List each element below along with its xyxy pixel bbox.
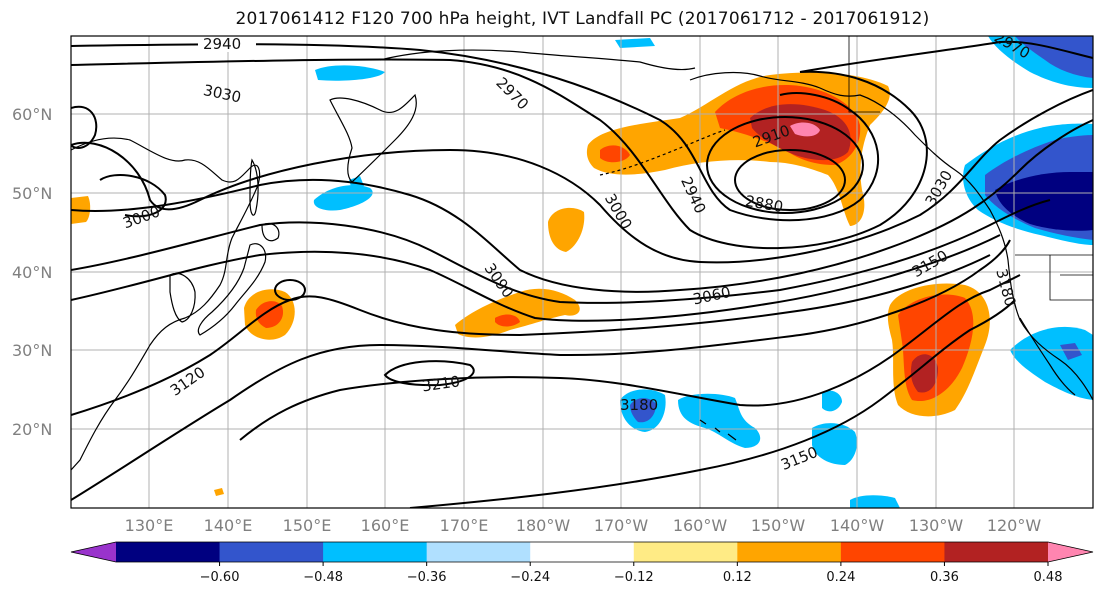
shade-east-pacific-inner [910,354,938,393]
shade-kamchatka-patch [600,145,630,163]
contour-3150 [71,239,1011,501]
contour-2970 [71,40,1093,250]
coast-sakhalin [249,158,259,216]
colorbar-tick-label: −0.60 [200,570,240,585]
shade-mexico-inner [1060,343,1082,360]
shade-japan-inner [255,301,284,328]
contour-2940 [71,43,879,222]
lat-label: 60°N [12,105,52,124]
colorbar-segment [426,542,531,562]
coast-baja [1019,317,1076,396]
height-contours [71,40,1093,508]
colorbar-outline [70,541,1094,563]
shade-hawaii-1-inner [630,398,656,423]
colorbar-extend-high [1048,542,1093,562]
contour-2880 [734,149,846,211]
lon-label: 130°E [125,516,174,535]
lon-label: 140°W [830,516,885,535]
coast-asia [71,137,261,471]
shade-gulf-alaska-core [790,122,820,137]
shade-central-pacific-2-inner [495,314,520,327]
coast-kamchatka [329,93,417,183]
colorbar-segment [219,542,324,562]
contour-3150-south [409,299,1016,508]
lon-label: 170°E [440,516,489,535]
contour-3030 [71,119,1093,293]
shade-top-blob [615,38,655,48]
shade-alaska-ne-inner [1015,36,1093,78]
lon-label: 120°W [987,516,1042,535]
colorbar-extend-low [71,542,116,562]
figure-title: 2017061412 F120 700 hPa height, IVT Land… [235,9,930,29]
lon-label: 150°W [751,516,806,535]
colorbar-tick-label: −0.36 [407,570,447,585]
colorbar-segment [840,542,945,562]
contour-3120 [71,254,991,416]
lon-label: 160°E [361,516,410,535]
lon-label: 170°W [594,516,649,535]
shade-hawaii-3 [822,390,842,412]
colorbar: −0.60 −0.48 −0.36 −0.24 −0.12 0.12 0.24 0.36 0.4… [70,541,1094,585]
contour-label: 3180 [620,396,658,414]
colorbar-tick-label: −0.12 [614,570,654,585]
colorbar-tick-label: −0.24 [510,570,550,585]
lon-label: 160°W [673,516,728,535]
map-area: 2940 3030 2970 3000 2910 2940 2880 3000 … [71,35,1093,508]
lat-label: 20°N [12,420,52,439]
coast-japan [197,243,267,336]
coast-aleutians [599,129,726,176]
shade-hawaii-2 [678,393,761,448]
map-frame [70,35,1094,509]
contour-3090 [71,234,1001,322]
contour-2970-west [71,105,98,149]
colorbar-segment [633,542,738,562]
lon-label: 180°W [516,516,571,535]
lat-label: 30°N [12,341,52,360]
colorbar-segment [116,542,221,562]
shade-bottom-blob [850,495,900,508]
colorbar-segment [530,542,635,562]
contour-3000 [71,89,1093,264]
shade-central-pacific-1 [548,207,585,252]
contour-3120-japan [274,279,306,301]
shade-north-blob [315,65,385,81]
contour-label: 3210 [421,372,461,395]
coast-korea [169,272,196,323]
shade-tiny [214,488,224,496]
colorbar-tick-label: −0.48 [303,570,343,585]
coast-hawaii [699,419,737,441]
shade-kuril [313,185,373,211]
contour-3000-west [99,174,167,218]
colorbar-tick-label: 0.24 [826,570,855,585]
colorbar-tick-label: 0.36 [930,570,959,585]
latitude-labels: 60°N 50°N 40°N 30°N 20°N [12,105,52,439]
contour-3180 [239,274,1021,441]
lon-label: 140°E [204,516,253,535]
contour-label: 2940 [203,35,241,53]
lon-label: 150°E [283,516,332,535]
colorbar-tick-label: 0.12 [723,570,752,585]
colorbar-segment [944,542,1049,562]
contour-3060 [71,199,1051,304]
lat-label: 40°N [12,263,52,282]
longitude-labels: 130°E 140°E 150°E 160°E 170°E 180°W 170°… [125,516,1042,535]
contour-3210 [383,360,475,387]
colorbar-tick-label: 0.48 [1034,570,1063,585]
lon-label: 130°W [909,516,964,535]
colorbar-segment [323,542,428,562]
lat-label: 50°N [12,184,52,203]
borders [848,36,1093,301]
contour-2910 [706,116,864,214]
colorbar-segment [737,542,842,562]
